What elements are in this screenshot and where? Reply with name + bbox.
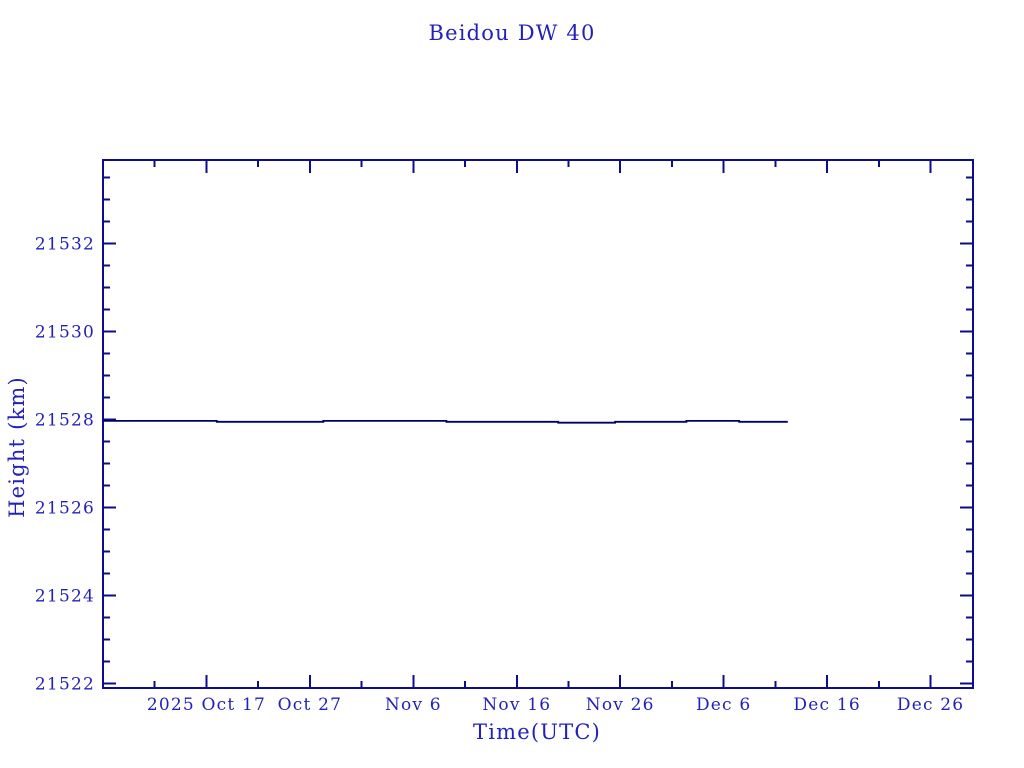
height-data-line (103, 419, 788, 424)
x-axis-title: Time(UTC) (473, 720, 601, 744)
x-tick-label: 2025 Oct 17 (147, 695, 266, 715)
y-tick-label: 21532 (35, 235, 95, 255)
y-tick-label: 21530 (35, 323, 95, 343)
plot-border (102, 159, 974, 689)
data-series (103, 419, 788, 424)
chart-title: Beidou DW 40 (428, 21, 595, 45)
x-tick-label: Dec 26 (897, 695, 964, 715)
y-tick-label: 21528 (35, 411, 95, 431)
y-tick-label: 21522 (35, 675, 95, 695)
plot-frame (102, 159, 974, 689)
y-axis-ticks (103, 176, 973, 685)
x-axis-tick-labels: 2025 Oct 17 Oct 27 Nov 6 Nov 16 Nov 26 Dec 6 D… (147, 695, 964, 715)
y-tick-label: 21526 (35, 499, 95, 519)
y-axis-title: Height (km) (5, 376, 29, 518)
y-axis-tick-labels: 21522 21524 21526 21528 21530 21532 (35, 235, 95, 695)
y-tick-label: 21524 (35, 587, 95, 607)
x-tick-label: Dec 6 (696, 695, 751, 715)
x-axis-ticks (153, 160, 932, 688)
x-tick-label: Oct 27 (278, 695, 343, 715)
x-tick-label: Nov 16 (482, 695, 551, 715)
x-tick-label: Dec 16 (793, 695, 860, 715)
x-tick-label: Nov 6 (385, 695, 442, 715)
x-tick-label: Nov 26 (586, 695, 655, 715)
